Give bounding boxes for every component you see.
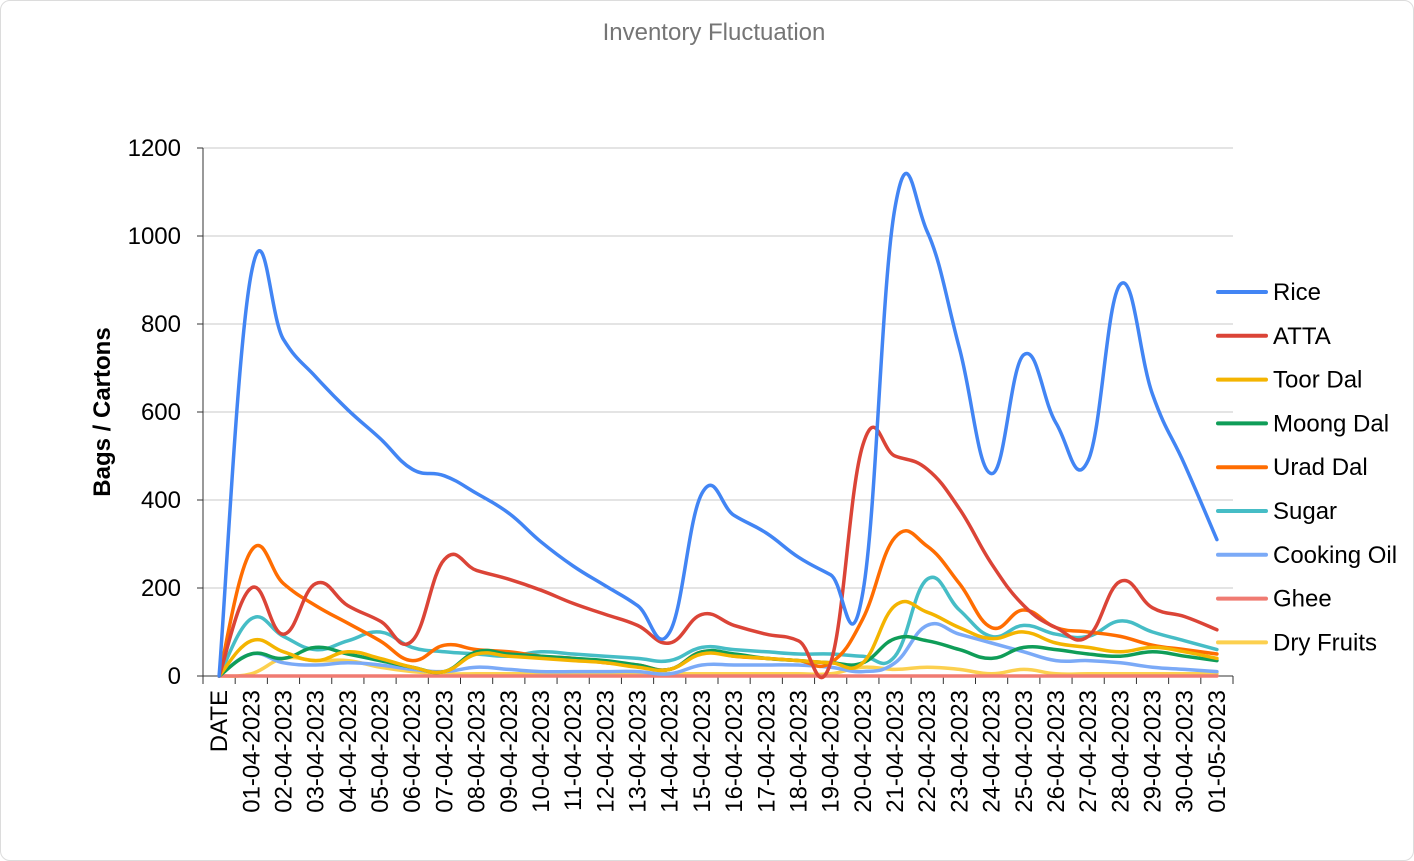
legend-label: Moong Dal xyxy=(1273,410,1389,437)
x-tick-label: 05-04-2023 xyxy=(367,690,394,813)
series-line-toor-dal xyxy=(217,599,1219,678)
legend-label: Urad Dal xyxy=(1273,454,1368,481)
x-tick-label: 15-04-2023 xyxy=(689,690,716,813)
series-line-rice xyxy=(217,171,1219,678)
y-tick-label: 400 xyxy=(141,487,181,514)
x-tick-label: 07-04-2023 xyxy=(431,690,458,813)
x-tick-label: 16-04-2023 xyxy=(721,690,748,813)
series-line-moong-dal xyxy=(217,634,1219,678)
legend: Rice ATTA Toor Dal Moong Dal Urad Dal Sugar Co… xyxy=(1216,279,1397,656)
x-tick-label: 27-04-2023 xyxy=(1075,690,1102,813)
x-tick-label: 01-05-2023 xyxy=(1204,690,1231,813)
y-axis-label: Bags / Cartons xyxy=(89,327,116,496)
x-tick-label: 17-04-2023 xyxy=(753,690,780,813)
x-tick-label: 02-04-2023 xyxy=(270,690,297,813)
x-tick-label: 22-04-2023 xyxy=(914,690,941,813)
legend-label: Toor Dal xyxy=(1273,367,1362,394)
series-line-dry-fruits xyxy=(217,655,1219,678)
x-tick-label: 09-04-2023 xyxy=(496,690,523,813)
x-tick-label: 26-04-2023 xyxy=(1043,690,1070,813)
legend-label: Rice xyxy=(1273,279,1321,306)
series-line-cooking-oil xyxy=(217,621,1219,678)
legend-label: ATTA xyxy=(1273,323,1331,350)
x-tick-label: 11-04-2023 xyxy=(560,690,587,811)
x-axis-ticks: DATE 01-04-2023 02-04-2023 03-04-2023 04-04-… xyxy=(206,690,1231,813)
x-tick-label: 19-04-2023 xyxy=(818,690,845,813)
x-tick-label: 01-04-2023 xyxy=(238,690,265,813)
series-line-sugar xyxy=(217,575,1219,678)
x-tick-label: 06-04-2023 xyxy=(399,690,426,813)
x-tick-label: 23-04-2023 xyxy=(946,690,973,813)
x-tick-label: 03-04-2023 xyxy=(303,690,330,813)
x-tick-label: 08-04-2023 xyxy=(464,690,491,813)
x-tick-label: 20-04-2023 xyxy=(850,690,877,813)
y-tick-label: 1000 xyxy=(128,223,181,250)
x-tick-label: 30-04-2023 xyxy=(1172,690,1199,813)
x-tick-label: 29-04-2023 xyxy=(1140,690,1167,813)
x-tick-label: 10-04-2023 xyxy=(528,690,555,813)
x-tick-label: 28-04-2023 xyxy=(1107,690,1134,813)
legend-label: Cooking Oil xyxy=(1273,542,1397,569)
series-line-atta xyxy=(217,425,1219,680)
legend-label: Ghee xyxy=(1273,586,1332,613)
x-tick-label: 21-04-2023 xyxy=(882,690,909,813)
x-tick-label: 12-04-2023 xyxy=(592,690,619,813)
chart-title: Inventory Fluctuation xyxy=(603,19,826,46)
x-tick-label: 13-04-2023 xyxy=(625,690,652,813)
legend-label: Dry Fruits xyxy=(1273,629,1377,656)
x-tick-label: DATE xyxy=(206,690,233,752)
y-tick-label: 1200 xyxy=(128,135,181,162)
x-tick-label: 04-04-2023 xyxy=(335,690,362,813)
x-tick-label: 18-04-2023 xyxy=(785,690,812,813)
x-tick-label: 25-04-2023 xyxy=(1011,690,1038,813)
legend-label: Sugar xyxy=(1273,498,1337,525)
series-lines xyxy=(217,171,1219,680)
gridlines xyxy=(203,147,1233,677)
y-axis-ticks: 0 200 400 600 800 1000 1200 xyxy=(128,135,181,690)
y-tick-label: 0 xyxy=(168,663,181,690)
x-tick-label: 24-04-2023 xyxy=(979,690,1006,813)
x-tick-label: 14-04-2023 xyxy=(657,690,684,813)
y-tick-label: 600 xyxy=(141,399,181,426)
y-tick-label: 800 xyxy=(141,311,181,338)
y-tick-label: 200 xyxy=(141,575,181,602)
